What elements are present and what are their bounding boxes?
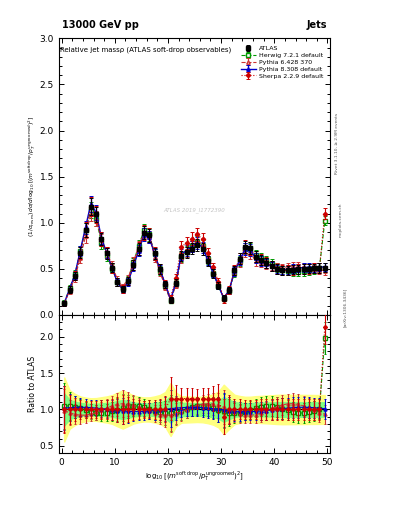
Legend: ATLAS, Herwig 7.2.1 default, Pythia 6.428 370, Pythia 8.308 default, Sherpa 2.2.: ATLAS, Herwig 7.2.1 default, Pythia 6.42…: [239, 45, 324, 80]
X-axis label: $\log_{10}[(m^{\mathrm{soft\ drop}}/p_\mathrm{T}^{\mathrm{ungroomed}})^2]$: $\log_{10}[(m^{\mathrm{soft\ drop}}/p_\m…: [145, 470, 244, 483]
Text: Relative jet massρ (ATLAS soft-drop observables): Relative jet massρ (ATLAS soft-drop obse…: [60, 47, 231, 53]
Y-axis label: $(1/\sigma_{\rm resm})\,d\sigma/d\log_{10}[(m^{\rm soft\,drop}/p_T^{\rm ungroome: $(1/\sigma_{\rm resm})\,d\sigma/d\log_{1…: [27, 116, 39, 237]
Text: [arXiv:1306.3436]: [arXiv:1306.3436]: [343, 288, 347, 327]
Text: Rivet 3.1.10, ≥ 2.9M events: Rivet 3.1.10, ≥ 2.9M events: [335, 113, 339, 174]
Text: ATLAS 2019_I1772390: ATLAS 2019_I1772390: [163, 207, 226, 212]
Y-axis label: Ratio to ATLAS: Ratio to ATLAS: [28, 356, 37, 412]
Text: 13000 GeV pp: 13000 GeV pp: [62, 20, 139, 30]
Text: mcplots.cern.ch: mcplots.cern.ch: [339, 203, 343, 238]
Text: Jets: Jets: [307, 20, 327, 30]
